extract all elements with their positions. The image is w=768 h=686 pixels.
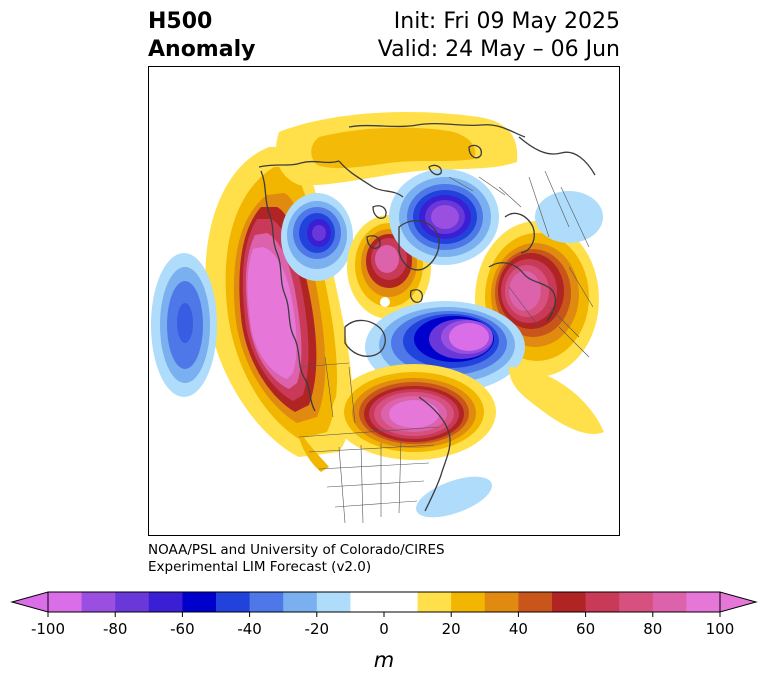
init-date: Init: Fri 09 May 2025: [393, 9, 620, 34]
colorbar-cell: [350, 592, 385, 612]
colorbar-tick-label: -80: [103, 620, 128, 638]
colorbar-cell: [619, 592, 654, 612]
colorbar-tick-label: 60: [576, 620, 595, 638]
colorbar-extend-low: [10, 591, 49, 613]
colorbar-tick-label: -20: [305, 620, 330, 638]
colorbar-tick-label: 40: [509, 620, 528, 638]
credit-line-1: NOAA/PSL and University of Colorado/CIRE…: [148, 542, 445, 558]
colorbar-cell: [417, 592, 452, 612]
colorbar-cell: [283, 592, 318, 612]
colorbar-cell: [182, 592, 217, 612]
anomaly-map: [148, 66, 620, 536]
coastlines: [258, 122, 596, 512]
colorbar-cell: [115, 592, 150, 612]
title-line-2: Anomaly: [148, 37, 256, 62]
colorbar-extend-high: [719, 591, 758, 613]
colorbar-tick-label: -100: [31, 620, 65, 638]
colorbar-tick-label: 0: [379, 620, 389, 638]
colorbar-cell: [148, 592, 183, 612]
colorbar-cells: [10, 591, 758, 613]
anomaly-shading: [151, 112, 604, 518]
title-line-1: H500: [148, 9, 213, 34]
colorbar-tick-label: -40: [237, 620, 262, 638]
colorbar-cell: [552, 592, 587, 612]
colorbar-cell: [249, 592, 284, 612]
colorbar-tick-label: 80: [643, 620, 662, 638]
colorbar-unit: m: [373, 648, 395, 672]
colorbar-cell: [484, 592, 519, 612]
colorbar-cell: [585, 592, 620, 612]
credit-line-2: Experimental LIM Forecast (v2.0): [148, 559, 372, 575]
colorbar-cell: [686, 592, 721, 612]
colorbar-tick-label: -60: [170, 620, 195, 638]
colorbar-cell: [384, 592, 419, 612]
colorbar-cell: [216, 592, 251, 612]
map-title: H500 Anomaly: [148, 8, 255, 64]
borders: [298, 170, 594, 524]
credit-text: NOAA/PSL and University of Colorado/CIRE…: [148, 542, 445, 576]
forecast-dates: Init: Fri 09 May 2025 Valid: 24 May – 06…: [378, 8, 620, 64]
colorbar-cell: [652, 592, 687, 612]
colorbar-cell: [451, 592, 486, 612]
colorbar-cell: [316, 592, 351, 612]
colorbar: -100 -80 -60 -40 -20 0 20 40 60 80 100: [10, 591, 758, 638]
map-canvas: [151, 112, 604, 524]
colorbar-ticks: -100 -80 -60 -40 -20 0 20 40 60 80 100: [31, 612, 734, 638]
colorbar-tick-label: 100: [706, 620, 735, 638]
colorbar-cell: [81, 592, 116, 612]
colorbar-cell: [518, 592, 553, 612]
valid-range: Valid: 24 May – 06 Jun: [377, 37, 620, 62]
colorbar-tick-label: 20: [442, 620, 461, 638]
colorbar-cell: [48, 592, 83, 612]
